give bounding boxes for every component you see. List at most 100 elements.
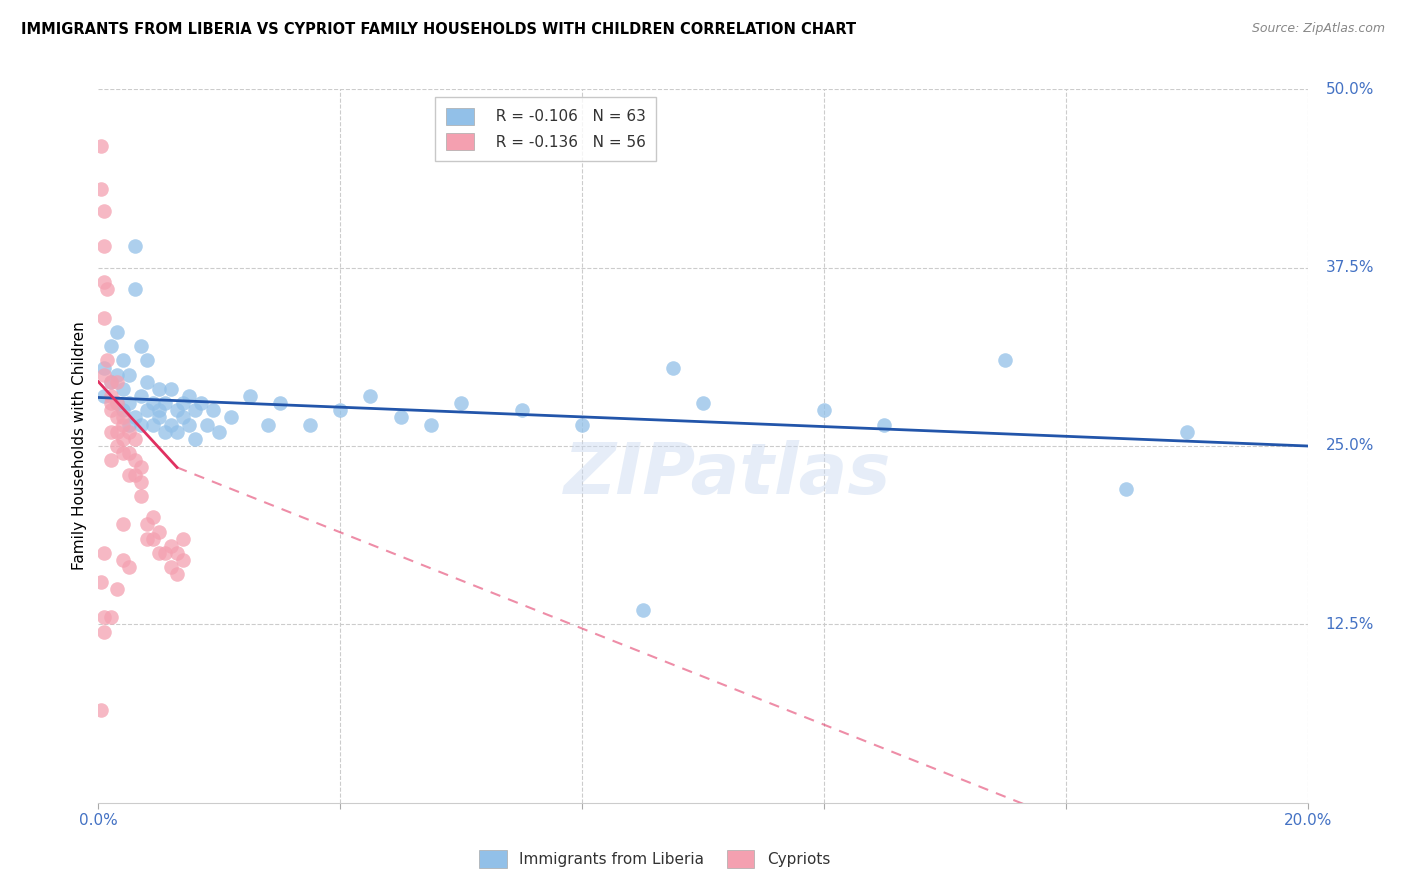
Point <box>118 368 141 382</box>
Text: 12.5%: 12.5% <box>1326 617 1374 632</box>
Point <box>93 610 115 624</box>
Point <box>124 453 146 467</box>
Point <box>166 546 188 560</box>
Point <box>148 382 170 396</box>
Point <box>419 417 441 432</box>
Point <box>105 582 128 596</box>
Point <box>631 603 654 617</box>
Point <box>90 703 112 717</box>
Point <box>93 239 115 253</box>
Point <box>135 532 157 546</box>
Point <box>269 396 291 410</box>
Point <box>148 524 170 539</box>
Point <box>129 460 152 475</box>
Point <box>111 382 134 396</box>
Point <box>142 510 165 524</box>
Point <box>1175 425 1198 439</box>
Point <box>166 403 188 417</box>
Point <box>100 425 122 439</box>
Point <box>135 517 157 532</box>
Legend: Immigrants from Liberia, Cypriots: Immigrants from Liberia, Cypriots <box>474 844 837 873</box>
Point <box>172 396 194 410</box>
Text: 50.0%: 50.0% <box>1326 82 1374 96</box>
Point <box>208 425 231 439</box>
Point <box>118 560 141 574</box>
Y-axis label: Family Households with Children: Family Households with Children <box>72 322 87 570</box>
Point <box>90 574 112 589</box>
Point <box>160 382 183 396</box>
Point <box>135 403 157 417</box>
Point <box>510 403 533 417</box>
Text: ZIPatlas: ZIPatlas <box>564 440 891 509</box>
Point <box>111 403 134 417</box>
Point <box>105 396 128 410</box>
Point <box>661 360 683 375</box>
Point <box>148 410 170 425</box>
Point <box>299 417 322 432</box>
Point <box>153 396 176 410</box>
Point <box>177 389 201 403</box>
Point <box>105 425 128 439</box>
Point <box>153 546 176 560</box>
Point <box>105 396 128 410</box>
Point <box>142 532 165 546</box>
Point <box>129 417 152 432</box>
Point <box>172 410 194 425</box>
Point <box>93 368 115 382</box>
Point <box>111 432 134 446</box>
Point <box>135 353 157 368</box>
Point <box>190 396 212 410</box>
Point <box>239 389 262 403</box>
Point <box>813 403 835 417</box>
Point <box>389 410 412 425</box>
Point <box>148 546 170 560</box>
Point <box>166 567 188 582</box>
Point <box>111 417 134 432</box>
Point <box>360 389 382 403</box>
Point <box>105 375 128 389</box>
Point <box>142 396 165 410</box>
Point <box>111 410 134 425</box>
Point <box>177 417 201 432</box>
Point <box>329 403 352 417</box>
Point <box>118 396 141 410</box>
Point <box>166 425 188 439</box>
Text: 25.0%: 25.0% <box>1326 439 1374 453</box>
Point <box>93 624 115 639</box>
Point <box>100 339 122 353</box>
Point <box>148 403 170 417</box>
Point <box>118 425 141 439</box>
Point <box>124 282 146 296</box>
Point <box>994 353 1017 368</box>
Point <box>100 610 122 624</box>
Point <box>111 353 134 368</box>
Point <box>153 425 176 439</box>
Point <box>105 325 128 339</box>
Point <box>93 310 115 325</box>
Point <box>129 339 152 353</box>
Point <box>172 532 194 546</box>
Point <box>93 275 115 289</box>
Point <box>90 182 112 196</box>
Point <box>124 410 146 425</box>
Point <box>160 539 183 553</box>
Point <box>100 403 122 417</box>
Point <box>160 560 183 574</box>
Point <box>129 389 152 403</box>
Point <box>160 417 183 432</box>
Point <box>105 410 128 425</box>
Point <box>100 375 122 389</box>
Point <box>135 375 157 389</box>
Point <box>118 417 141 432</box>
Point <box>93 389 115 403</box>
Point <box>256 417 278 432</box>
Point <box>124 239 146 253</box>
Point <box>118 446 141 460</box>
Point <box>124 432 146 446</box>
Point <box>450 396 472 410</box>
Point <box>111 446 134 460</box>
Point <box>90 139 112 153</box>
Point <box>100 453 122 467</box>
Point <box>111 553 134 567</box>
Point <box>118 467 141 482</box>
